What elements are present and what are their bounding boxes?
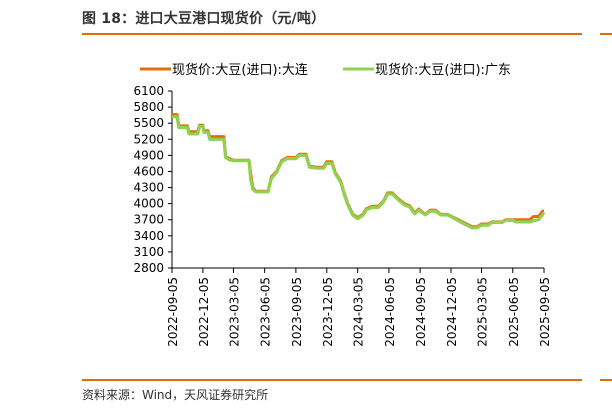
x-tick-label-2022-09-05: 2022-09-05 <box>166 277 180 347</box>
y-tick-label-5800: 5800 <box>133 100 164 114</box>
chart-legend: 现货价:大豆(进口):大连 现货价:大豆(进口):广东 <box>140 62 511 78</box>
legend-label-guangdong: 现货价:大豆(进口):广东 <box>375 62 511 78</box>
x-tick-label-2023-03-05: 2023-03-05 <box>227 277 241 347</box>
y-tick-label-4900: 4900 <box>133 148 164 162</box>
y-tick-label-5500: 5500 <box>133 116 164 130</box>
x-tick-label-2023-06-05: 2023-06-05 <box>259 277 273 347</box>
figure-title: 图 18：进口大豆港口现货价（元/吨） <box>82 11 326 27</box>
title-rule <box>82 33 582 35</box>
x-tick-label-2023-12-05: 2023-12-05 <box>321 277 335 347</box>
y-tick-label-2800: 2800 <box>133 261 164 275</box>
source-note: 资料来源：Wind，天风证券研究所 <box>82 388 269 402</box>
x-tick-label-2025-06-05: 2025-06-05 <box>507 277 521 347</box>
x-tick-label-2024-06-05: 2024-06-05 <box>383 277 397 347</box>
y-tick-label-3700: 3700 <box>133 213 164 227</box>
y-tick-label-6100: 6100 <box>133 84 164 98</box>
footer-rule <box>82 379 582 381</box>
x-tick-label-2025-09-05: 2025-09-05 <box>538 277 552 347</box>
chart-series <box>172 113 546 230</box>
x-tick-label-2024-09-05: 2024-09-05 <box>414 277 428 347</box>
x-tick-label-2022-12-05: 2022-12-05 <box>197 277 211 347</box>
adjacent-figure-rule <box>600 33 612 35</box>
x-tick-label-2025-03-05: 2025-03-05 <box>476 277 490 347</box>
y-tick-label-4000: 4000 <box>133 197 164 211</box>
x-tick-label-2023-09-05: 2023-09-05 <box>290 277 304 347</box>
y-tick-label-5200: 5200 <box>133 132 164 146</box>
y-tick-label-4600: 4600 <box>133 164 164 178</box>
x-tick-label-2024-03-05: 2024-03-05 <box>352 277 366 347</box>
legend-label-dalian: 现货价:大豆(进口):大连 <box>172 62 308 78</box>
chart-canvas: 现货价:大豆(进口):大连 现货价:大豆(进口):广东 2800 3100 3400 3… <box>133 62 552 347</box>
chart-axes: 2800 3100 3400 3700 4000 4300 4600 4900 5200 5500… <box>133 84 552 347</box>
y-tick-label-3100: 3100 <box>133 245 164 259</box>
y-tick-label-4300: 4300 <box>133 181 164 195</box>
series-line-guangdong <box>172 115 546 230</box>
y-tick-label-3400: 3400 <box>133 229 164 243</box>
series-line-dalian <box>172 113 545 229</box>
x-tick-label-2024-12-05: 2024-12-05 <box>445 277 459 347</box>
adjacent-footer-rule <box>600 379 612 381</box>
